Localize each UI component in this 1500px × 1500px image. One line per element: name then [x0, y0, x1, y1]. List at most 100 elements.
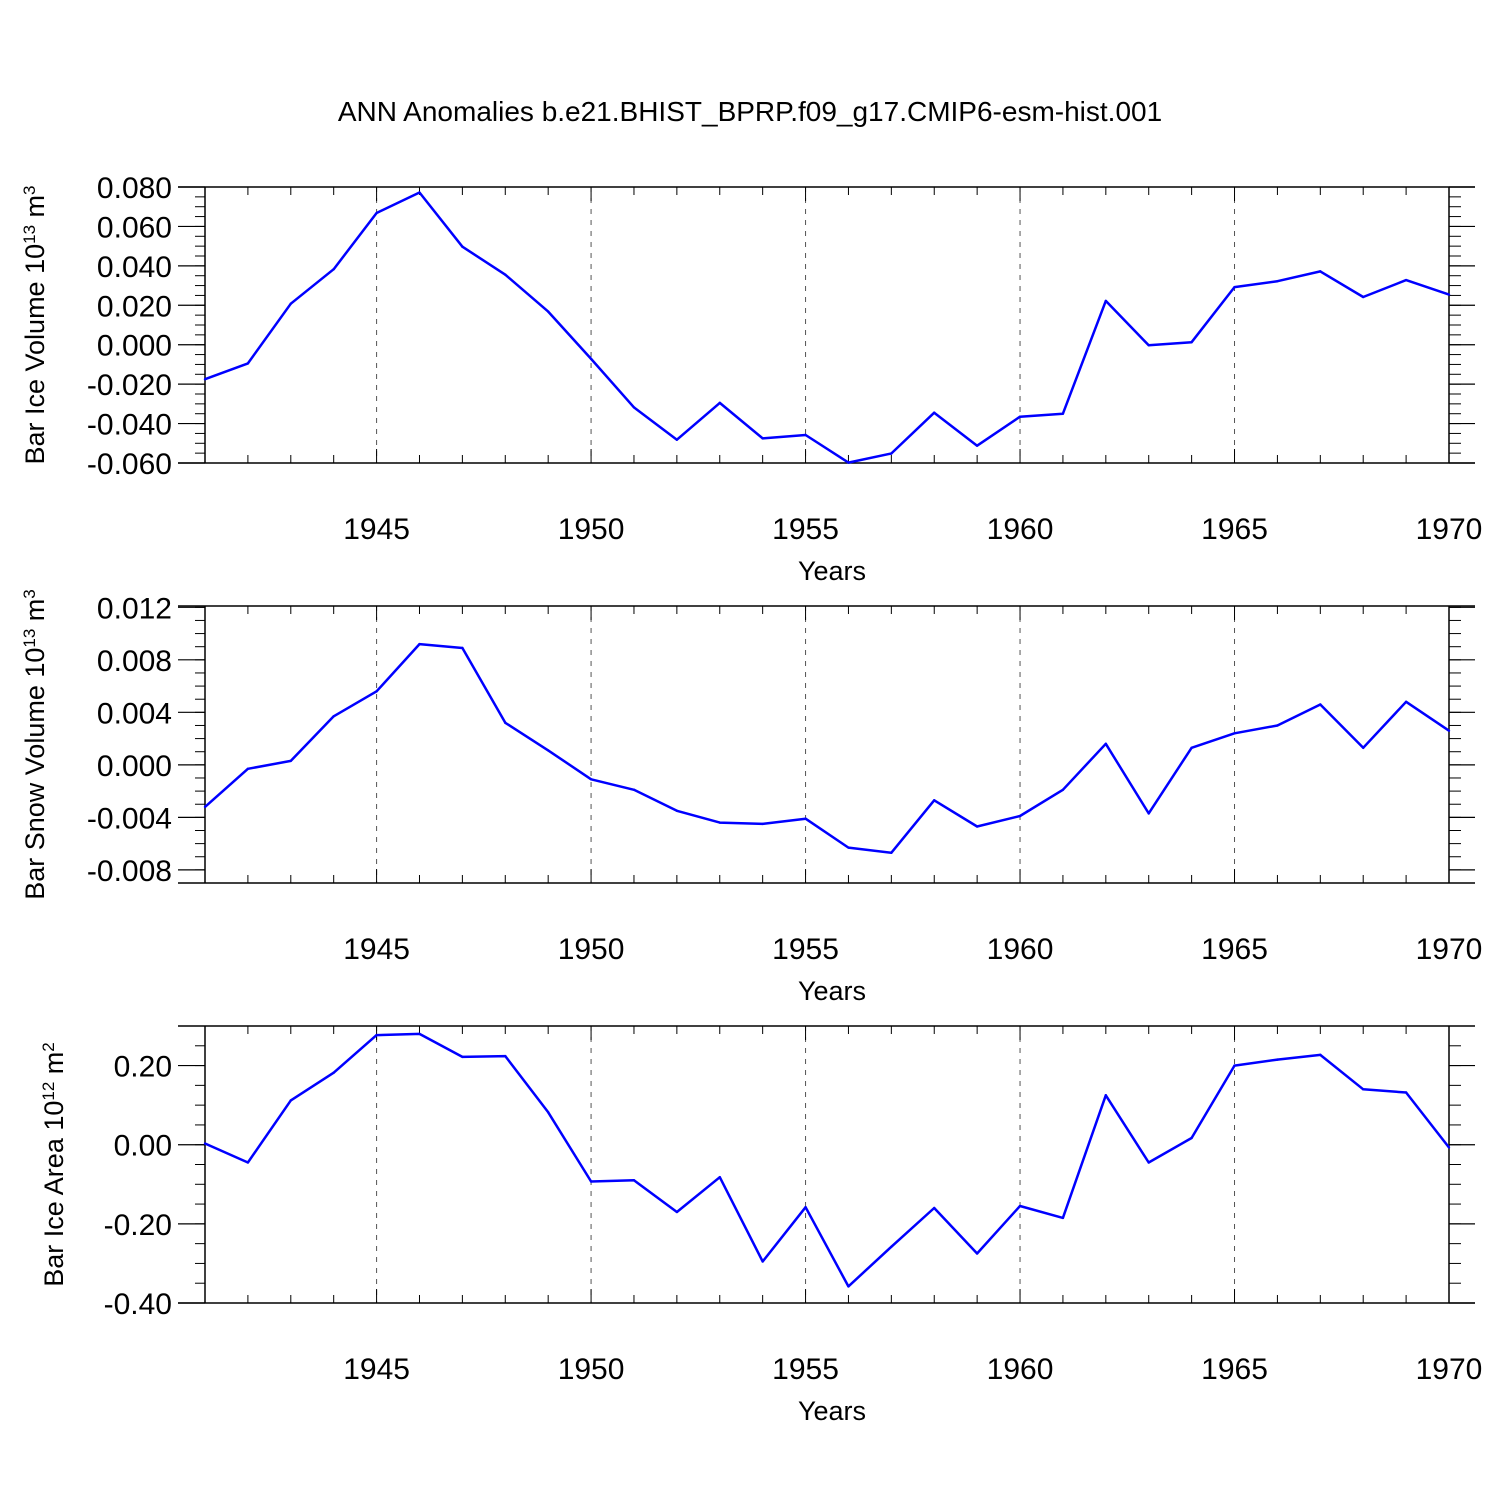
- x-tick-label: 1965: [1201, 933, 1268, 966]
- data-point: [332, 268, 335, 271]
- x-tick-label: 1960: [987, 933, 1054, 966]
- data-point: [1233, 732, 1236, 735]
- data-point: [1362, 1088, 1365, 1091]
- x-axis-label: Years: [798, 1396, 866, 1426]
- data-point: [246, 362, 250, 365]
- series-line: [204, 1032, 1450, 1288]
- x-tick-label: 1945: [343, 1353, 410, 1386]
- data-point: [589, 1180, 593, 1183]
- y-axis-label: Bar Ice Volume 1013 m3: [20, 185, 50, 464]
- data-point: [1276, 280, 1279, 283]
- x-axis-label: Years: [798, 556, 866, 586]
- data-point: [761, 1260, 764, 1263]
- data-point: [1404, 278, 1408, 282]
- data-point: [289, 759, 292, 763]
- data-point: [718, 821, 721, 824]
- data-point: [332, 715, 335, 718]
- data-point: [1104, 299, 1108, 303]
- data-point: [890, 851, 893, 855]
- data-point: [289, 302, 292, 305]
- data-point: [1233, 1064, 1236, 1067]
- data-point: [718, 401, 721, 405]
- y-tick-label: 0.040: [97, 251, 172, 284]
- y-tick-label: 0.008: [97, 645, 172, 678]
- data-point: [847, 846, 850, 849]
- data-point: [1276, 1058, 1279, 1061]
- data-point: [975, 444, 979, 447]
- data-point: [804, 433, 807, 437]
- chart-title: ANN Anomalies b.e21.BHIST_BPRP.f09_g17.C…: [337, 96, 1163, 127]
- data-point: [1404, 700, 1408, 704]
- data-point: [675, 1210, 679, 1214]
- data-point: [375, 1033, 378, 1037]
- data-point: [1319, 1053, 1322, 1057]
- data-point: [504, 721, 507, 725]
- x-tick-label: 1965: [1201, 513, 1268, 546]
- data-point: [418, 642, 421, 646]
- series-line: [204, 642, 1450, 855]
- data-point: [975, 825, 979, 828]
- y-axis-label: Bar Snow Volume 1013 m3: [20, 589, 50, 900]
- y-tick-label: 0.000: [97, 750, 172, 783]
- data-point: [461, 245, 464, 248]
- data-point: [289, 1099, 292, 1102]
- x-tick-label: 1945: [343, 933, 410, 966]
- y-tick-label: -0.020: [87, 369, 172, 402]
- data-point: [1104, 1094, 1108, 1097]
- y-tick-label: -0.40: [104, 1288, 172, 1321]
- data-point: [418, 191, 421, 194]
- data-point: [1061, 1216, 1065, 1220]
- data-point: [1018, 814, 1022, 818]
- x-tick-label: 1970: [1416, 933, 1483, 966]
- x-tick-label: 1950: [558, 1353, 625, 1386]
- x-tick-label: 1960: [987, 513, 1054, 546]
- x-tick-label: 1945: [343, 513, 410, 546]
- data-point: [589, 778, 593, 781]
- data-point: [804, 817, 807, 820]
- data-point: [675, 438, 679, 441]
- data-point: [375, 211, 378, 215]
- data-point: [933, 1206, 936, 1210]
- data-point: [1447, 729, 1451, 732]
- data-point: [847, 461, 850, 464]
- y-tick-label: -0.004: [87, 802, 172, 835]
- x-tick-label: 1950: [558, 513, 625, 546]
- y-tick-label: 0.20: [114, 1051, 172, 1084]
- x-tick-label: 1970: [1416, 513, 1483, 546]
- x-tick-label: 1950: [558, 933, 625, 966]
- data-point: [761, 822, 764, 826]
- data-point: [975, 1252, 979, 1255]
- data-point: [1404, 1091, 1408, 1094]
- data-point: [1190, 1136, 1193, 1140]
- data-point: [1447, 1146, 1451, 1149]
- x-tick-label: 1955: [772, 1353, 839, 1386]
- data-point: [1061, 412, 1065, 415]
- data-point: [890, 1245, 893, 1249]
- data-point: [933, 411, 936, 414]
- data-point: [1447, 293, 1451, 296]
- data-point: [1319, 703, 1322, 706]
- data-point: [1018, 1204, 1022, 1208]
- data-point: [246, 1161, 250, 1164]
- data-point: [504, 1054, 507, 1058]
- data-point: [632, 788, 636, 791]
- data-point: [546, 1111, 550, 1114]
- data-point: [890, 452, 893, 455]
- data-point: [203, 805, 207, 809]
- data-point: [589, 357, 593, 361]
- y-axis-label: Bar Ice Area 1012 m2: [39, 1042, 69, 1287]
- data-point: [1147, 344, 1150, 347]
- data-point: [1018, 415, 1022, 418]
- chart-panel-2: -0.008 -0.004 0.000 0.004 0.008 0.012 1945 1950…: [20, 589, 1483, 1006]
- data-point: [1319, 270, 1322, 273]
- chart-panel-1: -0.060 -0.040 -0.020 0.000 0.020 0.040 0.060 0.…: [20, 172, 1483, 586]
- data-point: [546, 310, 550, 313]
- x-axis-label: Years: [798, 976, 866, 1006]
- data-point: [1362, 746, 1365, 749]
- data-point: [761, 437, 764, 440]
- y-tick-label: 0.00: [114, 1130, 172, 1163]
- data-point: [246, 767, 250, 770]
- data-point: [461, 1055, 464, 1059]
- data-point: [718, 1175, 721, 1179]
- data-point: [804, 1206, 807, 1209]
